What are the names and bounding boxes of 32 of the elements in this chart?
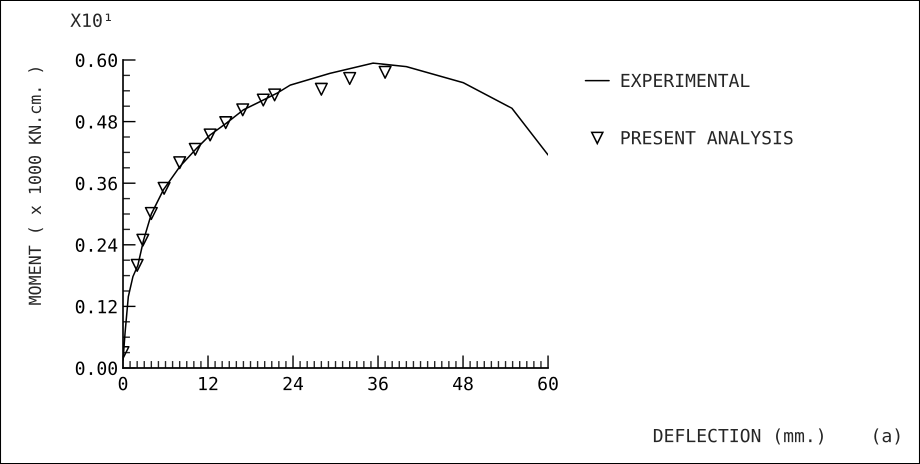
point (130, 258, 144, 272)
x-tick-label: 12 (199, 376, 218, 390)
x-tick-label: 36 (368, 376, 388, 390)
point (343, 72, 356, 86)
text: X10¹ (70, 13, 111, 28)
point (144, 206, 158, 220)
y-tick-label: 0.00 (76, 362, 117, 376)
point (158, 182, 171, 195)
y-tick-label: 0.12 (76, 300, 117, 314)
legend-label: EXPERIMENTAL (622, 74, 750, 87)
point (256, 93, 270, 107)
point (268, 88, 282, 102)
x-tick-label: 0 (118, 376, 128, 390)
point (314, 82, 328, 96)
point (136, 234, 150, 247)
y-tick-label: 0.36 (76, 176, 117, 190)
point (188, 142, 202, 156)
point (219, 116, 232, 130)
point (173, 156, 186, 170)
y-tick-label: 0.24 (76, 238, 118, 252)
x-tick-label: 24 (283, 376, 304, 390)
point (204, 128, 217, 142)
point (378, 66, 392, 79)
x-tick-label: 48 (453, 376, 473, 390)
text: DEFLECTION (mm.) (654, 428, 823, 444)
y-tick-label: 0.48 (76, 115, 117, 129)
y-axis-title: MOMENT ( x 1000 KN.cm. ) (28, 68, 44, 305)
x-tick-label: 60 (538, 376, 558, 390)
text: (a) (874, 428, 900, 444)
y-tick-label: 0.60 (76, 54, 117, 68)
legend-label: PRESENT ANALYSIS (622, 130, 793, 145)
point (236, 103, 250, 116)
